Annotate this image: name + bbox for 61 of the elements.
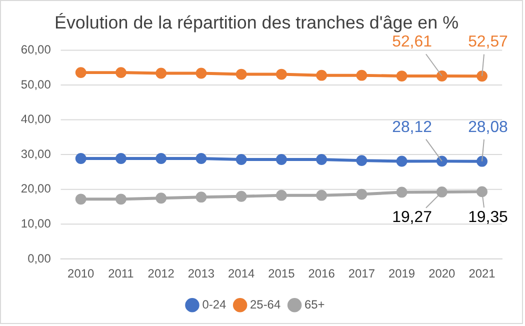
point	[75, 67, 86, 78]
point	[436, 186, 448, 198]
point	[356, 188, 368, 200]
point	[396, 186, 408, 198]
point	[356, 155, 368, 166]
chart-title: Évolution de la répartition des tranches d'âge en %	[54, 12, 459, 33]
point	[156, 192, 167, 204]
x-tick-label: 2015	[268, 266, 296, 280]
point	[356, 70, 368, 81]
point	[476, 70, 488, 82]
point	[196, 68, 207, 79]
x-tick-label: 2011	[108, 266, 134, 280]
data-label: 19,35	[468, 208, 508, 226]
point	[115, 194, 126, 205]
legend-label: 0-24	[202, 297, 226, 312]
point	[196, 192, 207, 203]
x-tick-label: 2013	[188, 266, 215, 280]
x-tick-label: 2016	[308, 266, 336, 280]
point	[436, 70, 448, 82]
point	[276, 68, 287, 80]
point	[476, 186, 488, 198]
point	[236, 190, 247, 202]
data-label: 28,08	[468, 118, 508, 136]
point	[276, 190, 287, 201]
point	[236, 154, 247, 165]
data-label: 52,57	[468, 34, 508, 51]
point	[115, 67, 126, 78]
y-tick-label: 10,00	[20, 216, 52, 230]
y-tick-label: 60,00	[20, 42, 52, 57]
data-label: 19,27	[392, 209, 432, 226]
point	[316, 154, 328, 165]
point	[236, 68, 247, 80]
x-tick-label: 2010	[68, 266, 95, 280]
point	[115, 153, 126, 164]
x-tick-label: 2019	[388, 266, 416, 280]
legend-label: 65+	[304, 297, 325, 312]
x-tick-label: 2014	[228, 266, 255, 280]
y-tick-label: 40,00	[20, 112, 52, 126]
point	[396, 156, 408, 167]
point	[396, 70, 408, 82]
y-tick-label: 30,00	[20, 146, 52, 161]
x-tick-label: 2017	[348, 266, 376, 280]
data-label: 28,12	[392, 118, 432, 136]
point	[436, 156, 448, 167]
point	[75, 194, 86, 205]
point	[276, 154, 287, 165]
point	[316, 70, 328, 81]
point	[476, 156, 488, 167]
x-tick-label: 2020	[428, 266, 456, 280]
legend-label: 25-64	[250, 297, 281, 312]
x-tick-label: 2012	[148, 266, 175, 280]
point	[156, 153, 167, 164]
y-tick-label: 0,00	[28, 251, 52, 266]
data-label: 52,61	[392, 34, 432, 51]
x-tick-label: 2021	[468, 266, 496, 280]
point	[156, 68, 167, 79]
point	[316, 190, 328, 201]
point	[196, 153, 207, 164]
y-tick-label: 50,00	[20, 77, 52, 92]
y-tick-label: 20,00	[20, 182, 52, 196]
point	[75, 153, 86, 164]
